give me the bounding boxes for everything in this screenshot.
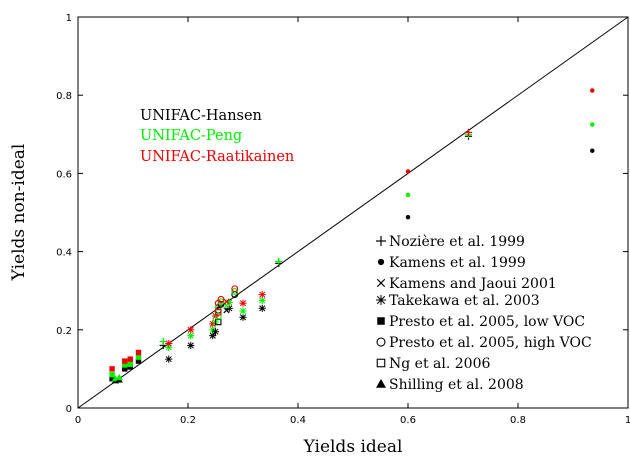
- legend-label-kamens-1999: Kamens et al. 1999: [389, 255, 526, 271]
- axis-ticks: 0 0.2 0.4 0.6 0.8 1 0 0.2 0.4 0.6 0.8 1: [56, 13, 630, 426]
- y-tick-label: 0.4: [56, 248, 72, 259]
- model-label-hansen: UNIFAC-Hansen: [140, 108, 262, 124]
- y-axis-title: Yields non-ideal: [9, 144, 29, 282]
- y-tick-label: 0: [66, 404, 72, 415]
- data-point: [590, 122, 595, 127]
- data-point: [258, 291, 266, 299]
- data-point: [464, 128, 473, 136]
- model-label-raatikainen: UNIFAC-Raatikainen: [140, 149, 294, 165]
- data-point: [187, 341, 195, 350]
- data-point: [109, 372, 115, 378]
- legend-marker: [376, 358, 386, 368]
- data-point: [109, 375, 115, 382]
- data-point: [209, 332, 217, 340]
- x-tick-label: 0.2: [180, 415, 196, 426]
- data-point: [215, 308, 222, 316]
- data-point: [165, 339, 173, 348]
- data-point: [231, 288, 239, 295]
- data-point: [215, 312, 222, 320]
- y-tick-label: 0.6: [56, 169, 72, 180]
- legend-label-presto-high: Presto et al. 2005, high VOC: [389, 335, 592, 351]
- legend-label-presto-low: Presto et al. 2005, low VOC: [389, 314, 585, 330]
- legend-marker: [376, 278, 386, 288]
- x-tick-label: 0.4: [290, 415, 306, 426]
- data-point: [405, 214, 411, 220]
- data-point: [217, 295, 225, 303]
- data-point: [159, 337, 167, 346]
- data-point: [405, 169, 411, 174]
- legend-marker: [377, 317, 385, 325]
- data-point: [239, 313, 247, 321]
- legend-marker: [377, 258, 385, 266]
- data-point: [127, 356, 133, 362]
- legend-label-ng: Ng et al. 2006: [389, 356, 490, 372]
- data-point: [122, 362, 128, 368]
- data-point: [275, 257, 283, 265]
- data-points: [109, 88, 595, 384]
- data-point: [239, 307, 247, 315]
- legend-label-takekawa: Takekawa et al. 2003: [389, 293, 540, 309]
- x-tick-label: 0: [75, 415, 81, 426]
- data-point: [258, 304, 266, 312]
- data-point: [135, 358, 142, 364]
- x-tick-label: 1: [625, 415, 630, 426]
- data-point: [165, 355, 173, 363]
- data-point: [135, 349, 142, 356]
- legend-marker: [376, 295, 386, 305]
- legend-label-shilling: Shilling et al. 2008: [389, 377, 524, 393]
- data-point: [258, 296, 266, 305]
- x-tick-label: 0.6: [400, 415, 416, 426]
- legend-marker: [376, 379, 386, 388]
- data-point: [127, 361, 133, 367]
- data-point: [122, 366, 128, 372]
- y-tick-label: 0.8: [56, 91, 72, 102]
- data-point: [223, 298, 230, 305]
- data-point: [590, 148, 595, 153]
- y-tick-label: 1: [66, 13, 72, 24]
- model-color-key: UNIFAC-Hansen UNIFAC-Peng UNIFAC-Raatika…: [140, 108, 294, 165]
- data-point: [217, 298, 225, 306]
- y-tick-label: 0.2: [56, 326, 72, 337]
- legend-label-kamens-jaoui: Kamens and Jaoui 2001: [389, 276, 557, 292]
- plot-frame: [77, 16, 629, 409]
- data-point: [405, 192, 411, 198]
- model-label-peng: UNIFAC-Peng: [140, 128, 242, 144]
- data-point: [239, 299, 247, 307]
- data-point: [223, 307, 230, 314]
- legend-marker: [376, 236, 386, 246]
- legend-markers: [376, 236, 386, 388]
- data-point: [135, 354, 142, 360]
- data-point: [590, 88, 595, 93]
- legend-label-noziere: Nozière et al. 1999: [389, 234, 525, 250]
- data-point: [122, 358, 128, 364]
- data-point: [127, 364, 133, 370]
- data-point: [115, 373, 123, 381]
- x-tick-label: 0.8: [510, 415, 526, 426]
- data-point: [217, 300, 225, 308]
- x-axis-title: Yields ideal: [303, 437, 403, 457]
- data-point: [231, 285, 239, 293]
- data-point: [109, 366, 115, 372]
- legend-marker: [376, 337, 386, 347]
- data-point: [211, 328, 220, 336]
- legend: Nozière et al. 1999 Kamens et al. 1999 K…: [376, 234, 592, 393]
- data-point: [187, 326, 195, 334]
